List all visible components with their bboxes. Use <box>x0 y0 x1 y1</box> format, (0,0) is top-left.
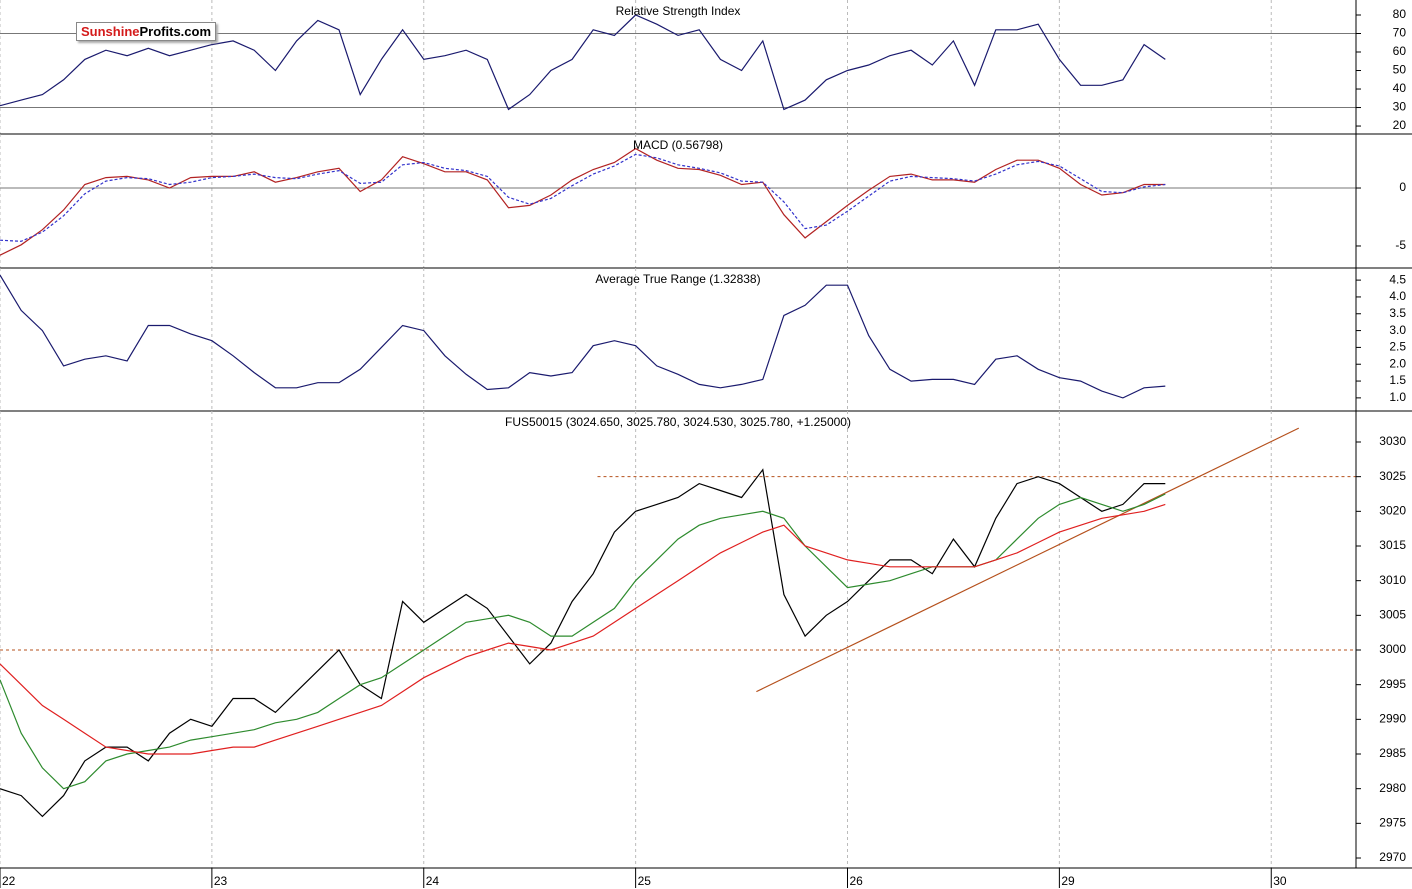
panel-title: MACD (0.56798) <box>633 138 723 152</box>
y-tick-label: 4.5 <box>1389 272 1406 286</box>
y-tick-label: 2970 <box>1379 850 1406 864</box>
panel-title: Relative Strength Index <box>616 4 741 18</box>
x-tick-label: 22 <box>2 874 16 888</box>
y-tick-label: 3010 <box>1379 573 1406 587</box>
y-tick-label: 1.5 <box>1389 373 1406 387</box>
y-tick-label: 3.0 <box>1389 323 1406 337</box>
y-tick-label: 2975 <box>1379 816 1406 830</box>
logo: SunshineProfits.com <box>76 22 217 41</box>
y-tick-label: 80 <box>1393 7 1407 21</box>
x-tick-label: 29 <box>1061 874 1075 888</box>
y-tick-label: 2.0 <box>1389 356 1406 370</box>
y-tick-label: 3000 <box>1379 642 1406 656</box>
x-tick-label: 24 <box>426 874 440 888</box>
y-tick-label: 2990 <box>1379 712 1406 726</box>
y-tick-label: 60 <box>1393 44 1407 58</box>
y-tick-label: 3020 <box>1379 504 1406 518</box>
x-tick-label: 26 <box>850 874 864 888</box>
y-tick-label: 2985 <box>1379 746 1406 760</box>
series-line <box>0 503 1166 755</box>
series-line <box>0 147 1166 256</box>
y-tick-label: 70 <box>1393 26 1407 40</box>
logo-brand: Sunshine <box>81 24 140 39</box>
x-tick-label: 25 <box>638 874 652 888</box>
y-tick-label: -5 <box>1395 238 1406 252</box>
x-tick-label: 30 <box>1273 874 1287 888</box>
panel-title: FUS50015 (3024.650, 3025.780, 3024.530, … <box>505 415 851 429</box>
y-tick-label: 2980 <box>1379 781 1406 795</box>
y-tick-label: 30 <box>1393 100 1407 114</box>
y-tick-label: 0 <box>1399 180 1406 194</box>
y-tick-label: 2995 <box>1379 677 1406 691</box>
y-tick-label: 3025 <box>1379 469 1406 483</box>
y-tick-label: 3015 <box>1379 538 1406 552</box>
y-tick-label: 50 <box>1393 63 1407 77</box>
series-line <box>0 153 1166 242</box>
y-tick-label: 3.5 <box>1389 306 1406 320</box>
y-tick-label: 4.0 <box>1389 289 1406 303</box>
y-tick-label: 1.0 <box>1389 390 1406 404</box>
y-tick-label: 3030 <box>1379 434 1406 448</box>
series-line <box>0 274 1166 399</box>
y-tick-label: 2.5 <box>1389 340 1406 354</box>
logo-domain: Profits.com <box>139 24 212 39</box>
y-tick-label: 40 <box>1393 81 1407 95</box>
series-line <box>0 14 1166 111</box>
panel-title: Average True Range (1.32838) <box>595 272 760 286</box>
series-line <box>0 468 1166 818</box>
trend-line <box>756 427 1300 693</box>
y-tick-label: 20 <box>1393 118 1407 132</box>
y-tick-label: 3005 <box>1379 608 1406 622</box>
x-tick-label: 23 <box>214 874 228 888</box>
